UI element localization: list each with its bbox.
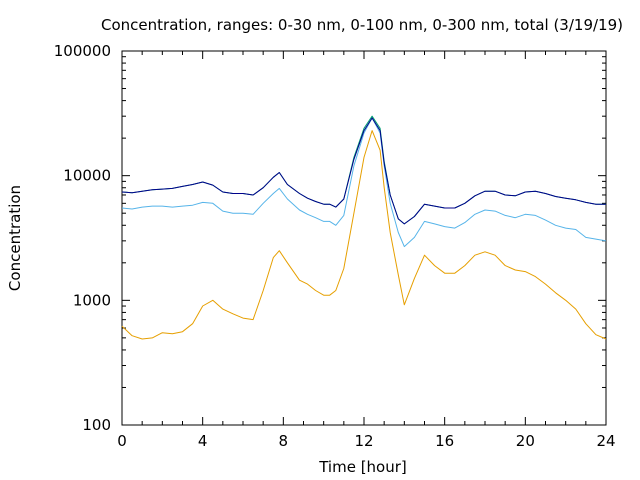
x-tick-label: 16 — [435, 432, 454, 450]
series-line-2 — [121, 117, 607, 248]
series-line-1 — [121, 130, 607, 340]
y-tick-label: 100000 — [54, 42, 111, 60]
chart-title: Concentration, ranges: 0-30 nm, 0-100 nm… — [101, 16, 623, 34]
series-line-4 — [121, 117, 606, 225]
x-tick-label: 20 — [516, 432, 535, 450]
y-axis-label: Concentration — [6, 185, 24, 291]
plot-area — [121, 50, 607, 426]
series-lines — [121, 115, 607, 340]
x-tick-label: 0 — [117, 432, 127, 450]
x-axis-label: Time [hour] — [318, 458, 407, 476]
axis-ticks: 0 4 8 12 16 20 24 100 1000 10000 100000 — [54, 42, 616, 450]
x-tick-label: 24 — [596, 432, 615, 450]
y-tick-label: 1000 — [73, 291, 111, 309]
x-tick-label: 12 — [354, 432, 373, 450]
y-tick-label: 10000 — [63, 167, 111, 185]
x-tick-label: 8 — [279, 432, 289, 450]
y-tick-label: 100 — [82, 416, 111, 434]
x-tick-label: 4 — [198, 432, 208, 450]
